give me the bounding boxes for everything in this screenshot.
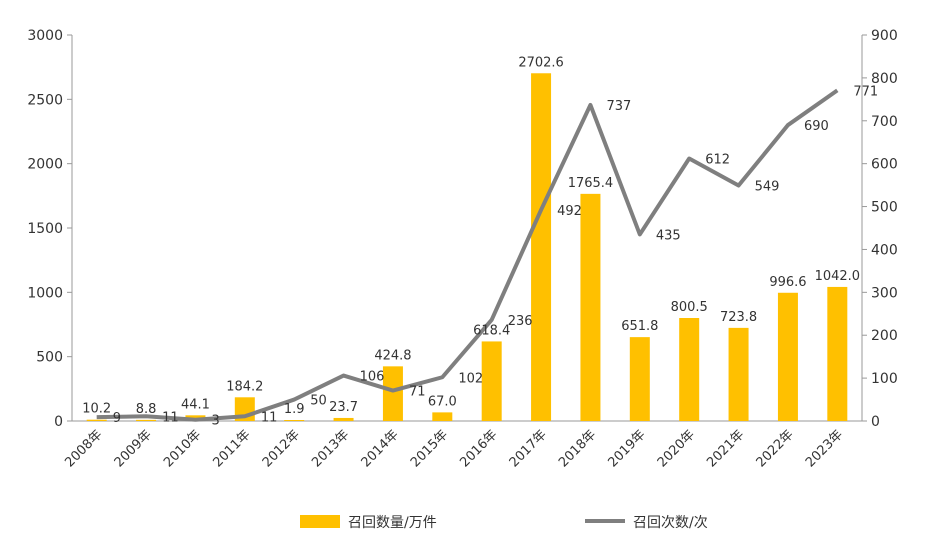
x-tick-label: 2016年 (457, 427, 500, 470)
line-value-label: 236 (508, 314, 533, 329)
line-value-label: 690 (804, 119, 829, 134)
line-value-label: 9 (113, 411, 121, 426)
x-tick-label: 2022年 (754, 427, 797, 470)
right-tick-label: 0 (871, 414, 880, 430)
bar (481, 341, 502, 421)
x-tick-label: 2014年 (359, 427, 402, 470)
x-tick-label: 2019年 (605, 427, 648, 470)
x-tick-label: 2021年 (704, 427, 747, 470)
bar (333, 417, 354, 421)
line-value-label: 435 (656, 228, 681, 243)
right-tick-label: 300 (871, 285, 898, 301)
right-axis-ticks: 0 100 200 300 400 500 600 700 800 900 (862, 28, 898, 430)
legend-bar-swatch (300, 515, 340, 528)
line-value-label: 71 (409, 385, 426, 400)
right-tick-label: 600 (871, 157, 898, 173)
x-tick-label: 2023年 (803, 427, 846, 470)
line-path (96, 88, 839, 422)
bar (86, 419, 107, 421)
bar-value-label: 44.1 (181, 397, 210, 412)
bar-value-label: 8.8 (136, 402, 157, 417)
line-value-label: 492 (557, 204, 582, 219)
bar-data-labels: 10.2 8.8 44.1 184.2 1.9 23.7 424.8 67.0 618.4 270… (82, 55, 860, 417)
legend: 召回数量/万件 召回次数/次 (300, 515, 708, 531)
bar (777, 292, 798, 421)
bar-series (86, 73, 848, 421)
line-value-label: 549 (755, 180, 780, 195)
x-tick-label: 2009年 (112, 427, 155, 470)
x-tick-label: 2018年 (556, 427, 599, 470)
bar (827, 286, 848, 421)
right-tick-label: 700 (871, 114, 898, 130)
bar-value-label: 67.0 (428, 394, 457, 409)
bar-value-label: 424.8 (374, 348, 411, 363)
left-tick-label: 2500 (27, 92, 63, 108)
bar (728, 327, 749, 421)
legend-bar-label: 召回数量/万件 (348, 515, 437, 531)
left-tick-label: 1000 (27, 285, 63, 301)
line-series (96, 88, 839, 422)
line-value-label: 3 (211, 414, 219, 429)
bar-value-label: 800.5 (671, 300, 708, 315)
line-value-label: 11 (162, 410, 179, 425)
left-tick-label: 3000 (27, 28, 63, 44)
bar (531, 73, 552, 421)
line-value-label: 102 (458, 371, 483, 386)
bar (382, 366, 403, 421)
bar-value-label: 651.8 (621, 319, 658, 334)
left-tick-label: 500 (36, 350, 63, 366)
bar (580, 193, 601, 421)
bar-value-label: 996.6 (769, 275, 806, 290)
left-tick-label: 2000 (27, 157, 63, 173)
right-tick-label: 400 (871, 242, 898, 258)
line-value-label: 737 (606, 99, 631, 114)
line-data-labels: 9 11 3 11 50 106 71 102 236 492 737 435 612 549 690 771 (113, 84, 878, 428)
bar-value-label: 1042.0 (815, 269, 861, 284)
line-value-label: 50 (310, 394, 327, 409)
bar (136, 419, 157, 421)
bar (284, 420, 305, 421)
bar-value-label: 10.2 (82, 402, 111, 417)
bar-value-label: 1765.4 (568, 176, 614, 191)
bar-value-label: 1.9 (284, 402, 305, 417)
line-value-label: 106 (360, 370, 385, 385)
x-tick-label: 2017年 (507, 427, 550, 470)
bar-value-label: 618.4 (473, 323, 510, 338)
line-value-label: 11 (261, 410, 278, 425)
bar (679, 318, 700, 421)
x-tick-label: 2012年 (260, 427, 303, 470)
right-tick-label: 900 (871, 28, 898, 44)
x-tick-label: 2008年 (62, 427, 105, 470)
bar-value-label: 23.7 (329, 400, 358, 415)
left-tick-label: 0 (54, 414, 63, 430)
line-value-label: 771 (853, 84, 878, 99)
right-tick-label: 200 (871, 328, 898, 344)
bar-value-label: 723.8 (720, 310, 757, 325)
bar (432, 412, 453, 421)
x-axis-ticks: 2008年 2009年 2010年 2011年 2012年 2013年 2014年 2015年… (62, 427, 846, 470)
x-tick-label: 2013年 (309, 427, 352, 470)
bar (629, 337, 650, 421)
right-tick-label: 500 (871, 200, 898, 216)
bar-value-label: 184.2 (226, 379, 263, 394)
line-value-label: 612 (705, 153, 730, 168)
x-tick-label: 2015年 (408, 427, 451, 470)
x-tick-label: 2020年 (655, 427, 698, 470)
x-tick-label: 2011年 (210, 427, 253, 470)
right-tick-label: 100 (871, 371, 898, 387)
left-tick-label: 1500 (27, 221, 63, 237)
right-tick-label: 800 (871, 71, 898, 87)
left-axis-ticks: 0 500 1000 1500 2000 2500 3000 (27, 28, 72, 430)
bar-value-label: 2702.6 (518, 55, 564, 70)
x-tick-label: 2010年 (161, 427, 204, 470)
legend-line-label: 召回次数/次 (633, 515, 708, 531)
